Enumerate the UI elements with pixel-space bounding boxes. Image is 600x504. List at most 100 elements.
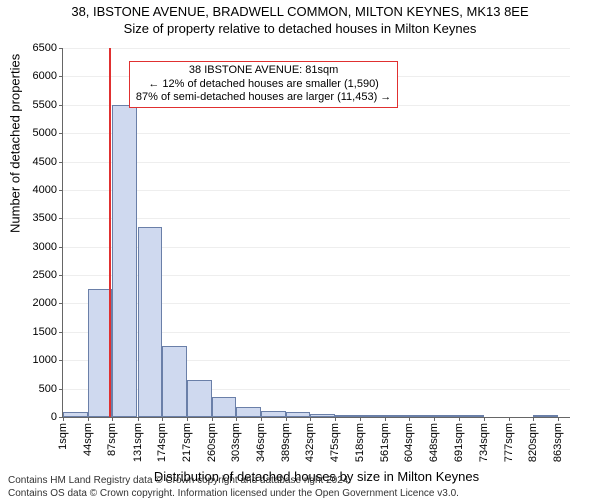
x-tick-mark: [212, 417, 213, 421]
x-tick-label: 389sqm: [280, 423, 292, 462]
histogram-bar: [63, 412, 88, 417]
x-tick-mark: [63, 417, 64, 421]
histogram-bar: [138, 227, 163, 417]
histogram-bar: [385, 415, 410, 417]
x-tick-mark: [335, 417, 336, 421]
y-tick-mark: [59, 48, 63, 49]
x-tick-label: 44sqm: [82, 423, 94, 456]
y-tick-label: 5500: [33, 99, 57, 111]
x-tick-mark: [138, 417, 139, 421]
y-axis-label: Number of detached properties: [8, 53, 23, 232]
histogram-bar: [335, 415, 360, 417]
histogram-chart: Number of detached properties Distributi…: [62, 48, 570, 418]
x-tick-mark: [112, 417, 113, 421]
y-tick-label: 500: [39, 383, 57, 395]
gridline: [63, 218, 570, 219]
x-tick-mark: [261, 417, 262, 421]
property-marker-line: [109, 48, 111, 417]
y-tick-label: 2500: [33, 269, 57, 281]
gridline: [63, 162, 570, 163]
x-tick-mark: [558, 417, 559, 421]
y-tick-mark: [59, 190, 63, 191]
y-tick-mark: [59, 247, 63, 248]
x-tick-mark: [187, 417, 188, 421]
y-tick-label: 1500: [33, 326, 57, 338]
x-tick-mark: [434, 417, 435, 421]
x-tick-label: 648sqm: [428, 423, 440, 462]
y-tick-mark: [59, 162, 63, 163]
x-tick-label: 1sqm: [57, 423, 69, 450]
x-tick-mark: [385, 417, 386, 421]
x-tick-label: 518sqm: [354, 423, 366, 462]
y-tick-mark: [59, 303, 63, 304]
histogram-bar: [236, 407, 261, 417]
y-tick-mark: [59, 76, 63, 77]
annotation-line: ← 12% of detached houses are smaller (1,…: [136, 78, 391, 92]
x-tick-label: 432sqm: [304, 423, 316, 462]
y-tick-label: 6000: [33, 70, 57, 82]
x-tick-label: 260sqm: [206, 423, 218, 462]
x-tick-label: 734sqm: [478, 423, 490, 462]
x-tick-mark: [236, 417, 237, 421]
x-tick-mark: [286, 417, 287, 421]
x-tick-mark: [509, 417, 510, 421]
x-tick-mark: [409, 417, 410, 421]
plot-region: Number of detached properties Distributi…: [62, 48, 570, 418]
x-tick-label: 863sqm: [552, 423, 564, 462]
x-tick-mark: [533, 417, 534, 421]
annotation-line: 38 IBSTONE AVENUE: 81sqm: [136, 64, 391, 78]
x-tick-label: 604sqm: [403, 423, 415, 462]
attribution-footer: Contains HM Land Registry data © Crown c…: [8, 475, 459, 500]
gridline: [63, 48, 570, 49]
y-tick-label: 5000: [33, 127, 57, 139]
gridline: [63, 190, 570, 191]
y-tick-mark: [59, 218, 63, 219]
x-tick-mark: [360, 417, 361, 421]
gridline: [63, 133, 570, 134]
y-tick-mark: [59, 105, 63, 106]
x-tick-mark: [162, 417, 163, 421]
y-tick-label: 1000: [33, 354, 57, 366]
y-tick-label: 4000: [33, 184, 57, 196]
histogram-bar: [310, 414, 335, 417]
histogram-bar: [409, 415, 434, 417]
y-tick-mark: [59, 133, 63, 134]
x-tick-mark: [484, 417, 485, 421]
histogram-bar: [187, 380, 212, 417]
footer-line-1: Contains HM Land Registry data © Crown c…: [8, 475, 459, 488]
annotation-line: 87% of semi-detached houses are larger (…: [136, 91, 391, 105]
y-tick-mark: [59, 360, 63, 361]
x-tick-label: 777sqm: [503, 423, 515, 462]
x-tick-label: 303sqm: [230, 423, 242, 462]
y-tick-mark: [59, 389, 63, 390]
x-tick-label: 561sqm: [379, 423, 391, 462]
x-tick-label: 217sqm: [181, 423, 193, 462]
histogram-bar: [112, 105, 137, 417]
y-tick-mark: [59, 332, 63, 333]
histogram-bar: [360, 415, 385, 417]
annotation-box: 38 IBSTONE AVENUE: 81sqm← 12% of detache…: [129, 61, 398, 108]
x-tick-label: 691sqm: [453, 423, 465, 462]
x-tick-label: 87sqm: [106, 423, 118, 456]
x-tick-label: 131sqm: [132, 423, 144, 462]
y-tick-mark: [59, 275, 63, 276]
y-tick-label: 4500: [33, 156, 57, 168]
x-tick-mark: [459, 417, 460, 421]
x-tick-label: 346sqm: [255, 423, 267, 462]
x-tick-label: 820sqm: [527, 423, 539, 462]
page-subtitle: Size of property relative to detached ho…: [0, 21, 600, 36]
x-tick-label: 475sqm: [329, 423, 341, 462]
y-tick-label: 2000: [33, 297, 57, 309]
histogram-bar: [212, 397, 237, 417]
histogram-bar: [459, 415, 484, 417]
y-tick-label: 3500: [33, 212, 57, 224]
y-tick-label: 6500: [33, 42, 57, 54]
y-tick-label: 3000: [33, 241, 57, 253]
x-tick-label: 174sqm: [156, 423, 168, 462]
page-title: 38, IBSTONE AVENUE, BRADWELL COMMON, MIL…: [0, 4, 600, 19]
y-tick-label: 0: [51, 411, 57, 423]
histogram-bar: [533, 415, 558, 417]
histogram-bar: [286, 412, 311, 417]
x-tick-mark: [310, 417, 311, 421]
x-tick-mark: [88, 417, 89, 421]
